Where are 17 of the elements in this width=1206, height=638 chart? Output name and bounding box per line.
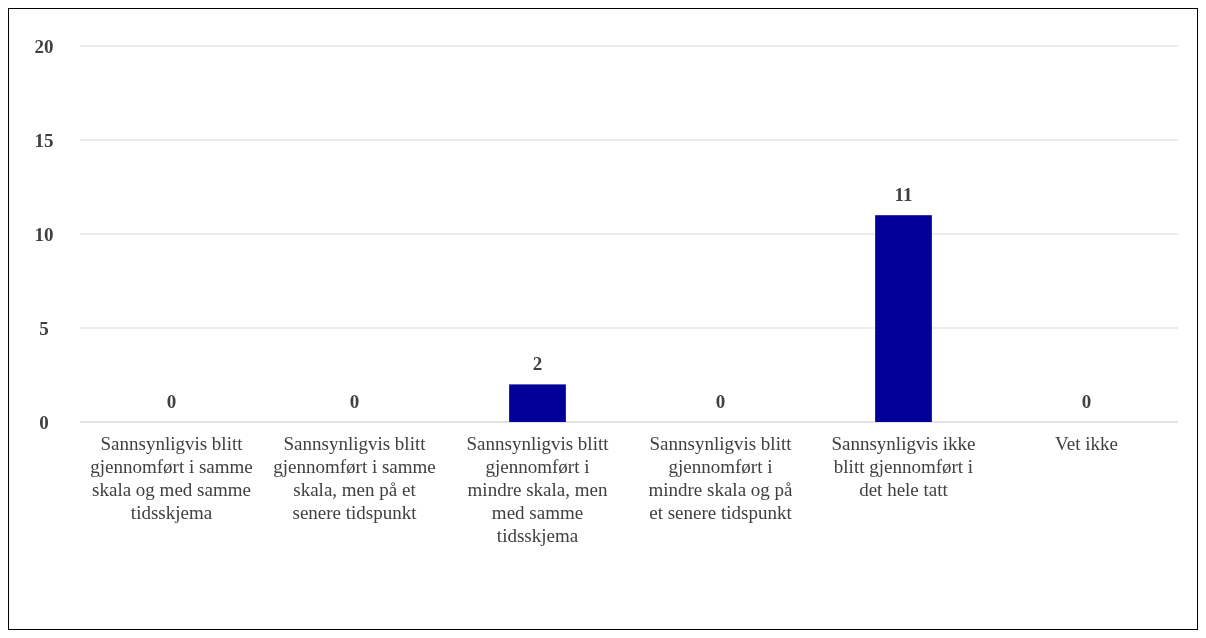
- data-label: 0: [349, 391, 360, 412]
- y-tick-label: 5: [39, 317, 49, 339]
- y-tick-label: 20: [34, 35, 54, 57]
- x-tick-label: Sannsynligvis blitt gjennomført i samme skala, men på et senere tidspunkt: [273, 433, 436, 523]
- data-label: 0: [166, 391, 177, 412]
- x-tick-label: Sannsynligvis blitt gjennomført i mindre skala, men med samme tidsskjema: [466, 433, 610, 546]
- x-tick-label: Vet ikke: [1055, 433, 1118, 454]
- y-tick-label: 15: [34, 129, 54, 151]
- x-tick-label: Sannsynligvis ikke blitt gjennomført i det hele tatt: [831, 433, 976, 500]
- data-label: 2: [532, 353, 543, 375]
- x-tick-label: Sannsynligvis blitt gjennomført i mindre skala og på et senere tidspunkt: [648, 433, 794, 523]
- data-label: 11: [894, 184, 913, 206]
- data-label: 0: [715, 391, 726, 412]
- x-tick-label: Sannsynligvis blitt gjennomført i samme skala og med samme tidsskjema: [90, 433, 253, 523]
- data-label: 0: [1081, 391, 1092, 412]
- y-tick-label: 0: [39, 411, 49, 433]
- y-tick-label: 10: [34, 223, 54, 245]
